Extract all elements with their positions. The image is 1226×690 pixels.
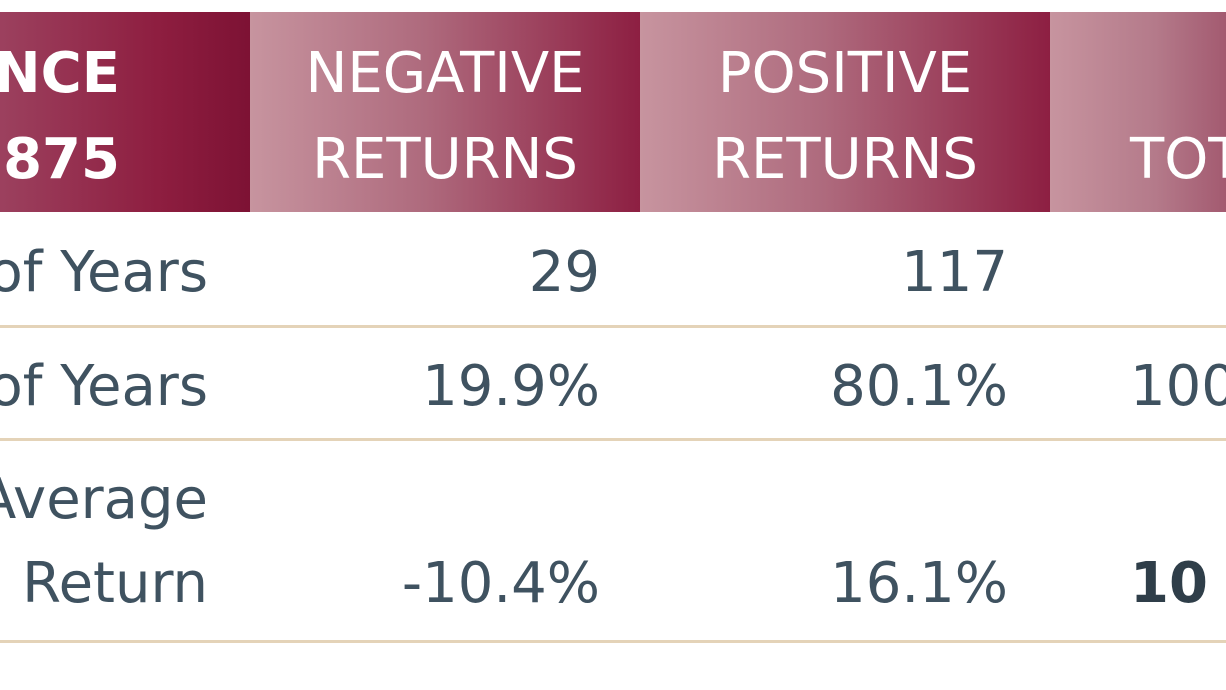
- cell-negative: 19.9%: [422, 354, 600, 419]
- header-since-line2: 875: [3, 127, 120, 192]
- row-divider: [0, 640, 1226, 643]
- cell-positive: 80.1%: [830, 354, 1008, 419]
- cell-negative: -10.4%: [401, 551, 600, 616]
- row-divider: [0, 438, 1226, 441]
- header-positive-returns: POSITIVE RETURNS: [640, 12, 1050, 212]
- cell-negative: 29: [528, 240, 600, 305]
- header-since-line1: NCE: [0, 41, 120, 106]
- cell-total: 10: [1130, 551, 1208, 616]
- row-label: of Years: [0, 354, 208, 419]
- header-negative-line1: NEGATIVE: [305, 41, 585, 106]
- row-label-line2: Return: [22, 551, 208, 616]
- table-row-average-return: Average Return -10.4% 16.1% 10: [0, 441, 1226, 641]
- cell-total: 100: [1130, 354, 1226, 419]
- header-negative-returns: NEGATIVE RETURNS: [250, 12, 640, 212]
- cell-positive: 16.1%: [830, 551, 1008, 616]
- row-label: of Years: [0, 240, 208, 305]
- header-positive-line2: RETURNS: [712, 127, 978, 192]
- header-since-year: NCE 875: [0, 12, 250, 212]
- top-border: [0, 0, 1226, 12]
- header-total: TOT: [1050, 12, 1226, 212]
- table-row-percent-years: of Years 19.9% 80.1% 100: [0, 328, 1226, 438]
- row-divider: [0, 325, 1226, 328]
- header-negative-line2: RETURNS: [312, 127, 578, 192]
- table-row-count-years: of Years 29 117: [0, 212, 1226, 326]
- row-label-line1: Average: [0, 467, 208, 532]
- header-positive-line1: POSITIVE: [717, 41, 973, 106]
- cell-positive: 117: [901, 240, 1008, 305]
- header-total-line2: TOT: [1130, 127, 1226, 192]
